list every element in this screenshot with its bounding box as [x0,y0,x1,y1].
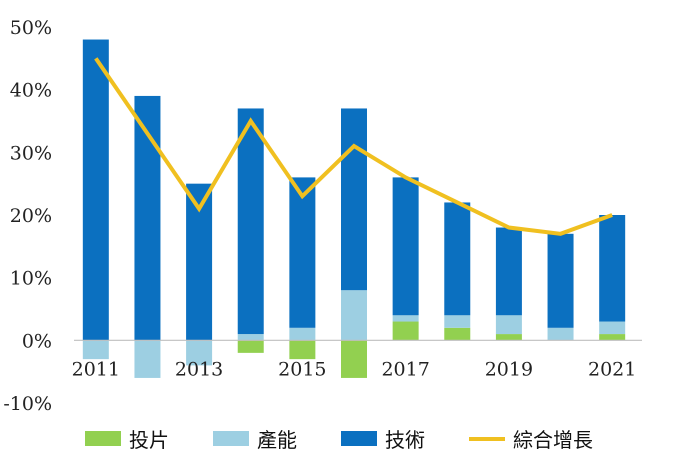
bars [82,39,626,378]
bar-技術-2017 [392,177,419,316]
bar-技術-2018 [444,202,471,316]
y-tick-label: 50% [10,17,52,39]
bar-產能-2015 [289,327,316,341]
legend-swatch-wafer [85,431,121,446]
x-tick-label: 2011 [72,358,120,380]
legend-swatch-growth [469,436,505,441]
bar-投片-2021 [599,334,626,341]
legend-swatch-technology [341,431,377,446]
legend-label-growth: 綜合增長 [513,428,593,452]
bar-技術-2015 [289,177,316,328]
bar-投片-2014 [237,340,264,353]
legend-label-wafer: 投片 [129,428,169,452]
bar-投片-2015 [289,340,316,360]
bar-投片-2019 [495,334,522,341]
growth-line [94,57,613,236]
legend-label-capacity: 產能 [257,428,297,452]
bar-技術-2011 [82,39,109,341]
bar-技術-2021 [599,215,626,322]
bar-產能-2012 [134,340,161,378]
y-tick-label: 20% [10,205,52,227]
bar-技術-2014 [237,108,264,335]
y-tick-label: 40% [10,80,52,102]
bar-技術-2020 [547,233,574,328]
x-tick-label: 2021 [588,358,636,380]
legend-item-technology: 技術 [341,424,425,453]
bar-投片-2018 [444,327,471,341]
y-tick-label: 10% [10,268,52,290]
legend: 投片 產能 技術 綜合增長 [85,424,637,453]
y-axis: -10% 0% 10% 20% 30% 40% 50% [3,17,52,415]
legend-item-growth: 綜合增長 [469,424,593,453]
bar-產能-2014 [237,334,264,341]
bar-產能-2019 [495,315,522,335]
bar-產能-2017 [392,315,419,322]
bar-技術-2016 [341,108,367,291]
x-tick-label: 2015 [278,358,326,380]
x-tick-label: 2017 [381,358,429,380]
y-tick-label: 30% [10,142,52,164]
bar-產能-2011 [82,340,109,360]
legend-label-technology: 技術 [385,428,425,452]
legend-item-capacity: 產能 [213,424,297,453]
bar-產能-2021 [599,321,626,335]
bar-技術-2019 [495,227,522,316]
bar-產能-2016 [341,290,367,341]
bar-投片-2016 [341,340,367,378]
bar-產能-2013 [186,340,213,366]
bar-投片-2017 [392,321,419,341]
legend-swatch-capacity [213,431,249,446]
y-tick-label: 0% [22,330,52,352]
y-tick-label: -10% [3,393,52,415]
x-tick-label: 2019 [485,358,533,380]
bar-產能-2020 [547,327,574,341]
legend-item-wafer: 投片 [85,424,169,453]
x-axis: 2011 2013 2015 2017 2019 2021 [72,358,637,380]
bar-產能-2018 [444,315,471,328]
x-tick-label: 2013 [175,358,223,380]
